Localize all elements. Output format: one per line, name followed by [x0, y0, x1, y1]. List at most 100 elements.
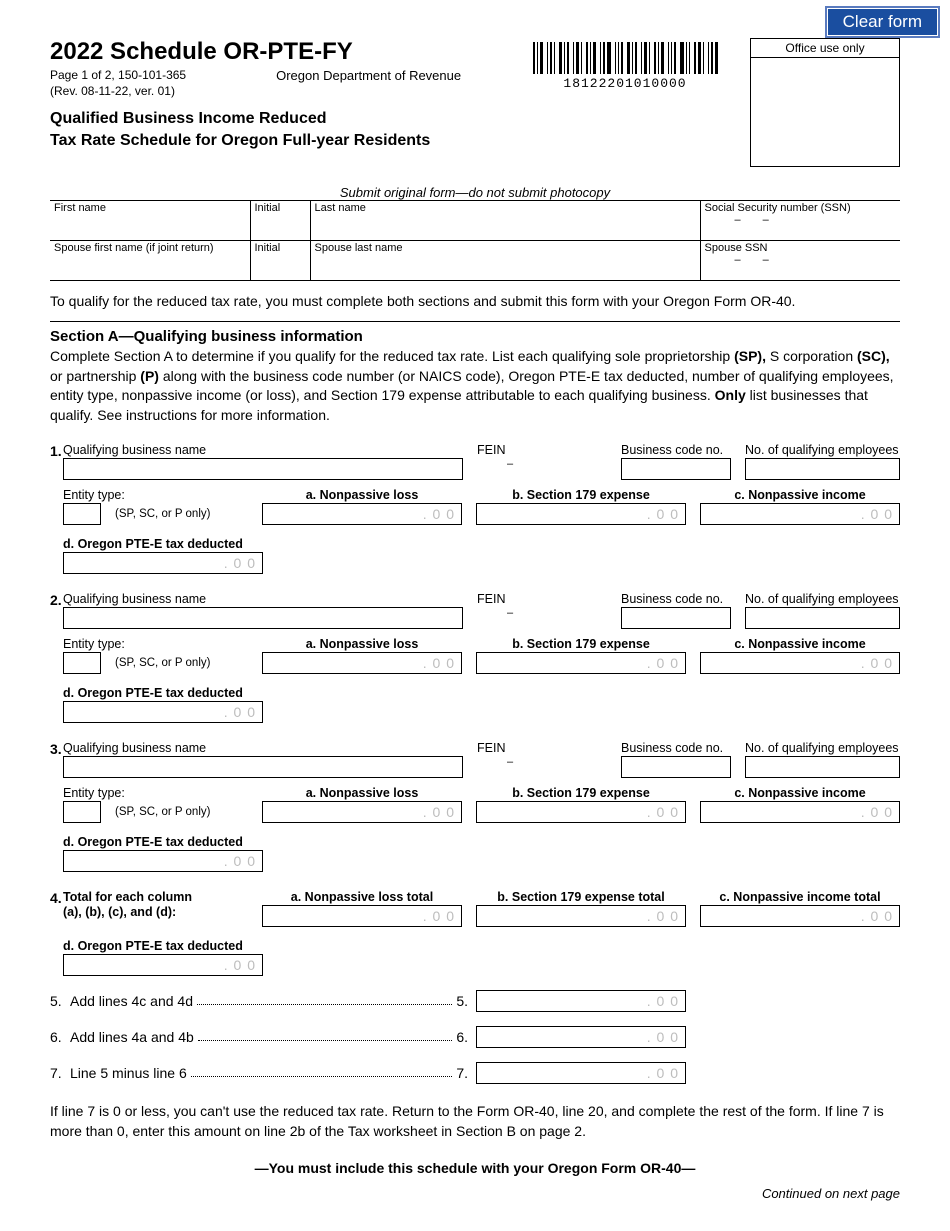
row4-c-label: c. Nonpassive income total: [700, 890, 900, 904]
c-input-2[interactable]: [700, 652, 900, 674]
b-label-3: b. Section 179 expense: [476, 786, 686, 800]
b-input-1[interactable]: [476, 503, 686, 525]
entity-input-3[interactable]: [63, 801, 101, 823]
qbn-label-2: Qualifying business name: [63, 592, 463, 606]
spouse-first-cell[interactable]: Spouse first name (if joint return): [50, 241, 250, 281]
bcode-input-1[interactable]: [621, 458, 731, 480]
line5-suffix: 5.: [456, 993, 468, 1009]
submit-instruction: Submit original form—do not submit photo…: [50, 185, 900, 200]
footer-must-include: —You must include this schedule with you…: [50, 1160, 900, 1176]
row4-label2: (a), (b), (c), and (d):: [63, 905, 248, 919]
fein-dash-1: –: [477, 458, 607, 470]
d-label-1: d. Oregon PTE-E tax deducted: [63, 537, 900, 551]
c-label-3: c. Nonpassive income: [700, 786, 900, 800]
a-label-2: a. Nonpassive loss: [262, 637, 462, 651]
emp-input-3[interactable]: [745, 756, 900, 778]
entity-label-3: Entity type:: [63, 786, 248, 800]
line6-input[interactable]: [476, 1026, 686, 1048]
emp-input-2[interactable]: [745, 607, 900, 629]
entity-label-1: Entity type:: [63, 488, 248, 502]
d-input-2[interactable]: [63, 701, 263, 723]
spouse-last-cell[interactable]: Spouse last name: [310, 241, 700, 281]
dept-label: Oregon Department of Revenue: [276, 66, 461, 83]
row4-a-input[interactable]: [262, 905, 462, 927]
bcode-label-1: Business code no.: [621, 443, 731, 457]
row4-label1: Total for each column: [63, 890, 248, 904]
fein-dash-3: –: [477, 756, 607, 768]
form-page: 2022 Schedule OR-PTE-FY Page 1 of 2, 150…: [0, 38, 950, 1231]
last-name-cell[interactable]: Last name: [310, 201, 700, 241]
qbn-input-2[interactable]: [63, 607, 463, 629]
a-input-2[interactable]: [262, 652, 462, 674]
fein-label-1: FEIN: [477, 443, 607, 457]
bcode-label-3: Business code no.: [621, 741, 731, 755]
emp-label-1: No. of qualifying employees: [745, 443, 900, 457]
line7-num: 7.: [50, 1065, 70, 1081]
d-label-3: d. Oregon PTE-E tax deducted: [63, 835, 900, 849]
b-label-1: b. Section 179 expense: [476, 488, 686, 502]
row4-b-input[interactable]: [476, 905, 686, 927]
a-label-1: a. Nonpassive loss: [262, 488, 462, 502]
c-input-3[interactable]: [700, 801, 900, 823]
emp-label-2: No. of qualifying employees: [745, 592, 900, 606]
name-table: First name Initial Last name Social Secu…: [50, 200, 900, 281]
d-label-2: d. Oregon PTE-E tax deducted: [63, 686, 900, 700]
ssn-cell[interactable]: Social Security number (SSN)– –: [700, 201, 900, 241]
line5-num: 5.: [50, 993, 70, 1009]
fein-label-2: FEIN: [477, 592, 607, 606]
row4-d-input[interactable]: [63, 954, 263, 976]
row-2-num: 2.: [50, 592, 63, 608]
row4-a-label: a. Nonpassive loss total: [262, 890, 462, 904]
qbn-input-1[interactable]: [63, 458, 463, 480]
row-1-num: 1.: [50, 443, 63, 459]
a-input-1[interactable]: [262, 503, 462, 525]
line6-suffix: 6.: [456, 1029, 468, 1045]
spouse-initial-cell[interactable]: Initial: [250, 241, 310, 281]
qbn-label-1: Qualifying business name: [63, 443, 463, 457]
a-input-3[interactable]: [262, 801, 462, 823]
fein-dash-2: –: [477, 607, 607, 619]
office-use-box: Office use only: [750, 38, 900, 167]
d-input-1[interactable]: [63, 552, 263, 574]
qbn-input-3[interactable]: [63, 756, 463, 778]
emp-input-1[interactable]: [745, 458, 900, 480]
footer-note: If line 7 is 0 or less, you can't use th…: [50, 1102, 900, 1141]
bcode-input-2[interactable]: [621, 607, 731, 629]
entity-hint-1: (SP, SC, or P only): [115, 508, 210, 520]
entity-input-1[interactable]: [63, 503, 101, 525]
row4-b-label: b. Section 179 expense total: [476, 890, 686, 904]
line6-text: Add lines 4a and 4b: [70, 1029, 194, 1045]
section-a-text: Complete Section A to determine if you q…: [50, 347, 900, 425]
bcode-input-3[interactable]: [621, 756, 731, 778]
initial-cell[interactable]: Initial: [250, 201, 310, 241]
line5-input[interactable]: [476, 990, 686, 1012]
bcode-label-2: Business code no.: [621, 592, 731, 606]
section-a-heading: Section A—Qualifying business informatio…: [50, 328, 900, 345]
form-title: 2022 Schedule OR-PTE-FY: [50, 38, 510, 66]
line7-input[interactable]: [476, 1062, 686, 1084]
qbn-label-3: Qualifying business name: [63, 741, 463, 755]
barcode-number: 18122201010000: [510, 76, 740, 91]
rev-meta: (Rev. 08-11-22, ver. 01): [50, 84, 186, 98]
office-use-label: Office use only: [751, 39, 899, 58]
row4-c-input[interactable]: [700, 905, 900, 927]
c-input-1[interactable]: [700, 503, 900, 525]
first-name-cell[interactable]: First name: [50, 201, 250, 241]
entity-hint-3: (SP, SC, or P only): [115, 806, 210, 818]
qualify-note: To qualify for the reduced tax rate, you…: [50, 293, 900, 309]
b-input-3[interactable]: [476, 801, 686, 823]
b-input-2[interactable]: [476, 652, 686, 674]
entity-input-2[interactable]: [63, 652, 101, 674]
d-input-3[interactable]: [63, 850, 263, 872]
line5-text: Add lines 4c and 4d: [70, 993, 193, 1009]
line6-num: 6.: [50, 1029, 70, 1045]
a-label-3: a. Nonpassive loss: [262, 786, 462, 800]
row4-d-label: d. Oregon PTE-E tax deducted: [63, 939, 900, 953]
barcode-region: 18122201010000: [510, 38, 740, 91]
c-label-2: c. Nonpassive income: [700, 637, 900, 651]
row-4-num: 4.: [50, 890, 63, 906]
subtitle-2: Tax Rate Schedule for Oregon Full-year R…: [50, 130, 510, 152]
clear-form-button[interactable]: Clear form: [825, 6, 940, 38]
spouse-ssn-cell[interactable]: Spouse SSN– –: [700, 241, 900, 281]
continued-label: Continued on next page: [50, 1186, 900, 1201]
